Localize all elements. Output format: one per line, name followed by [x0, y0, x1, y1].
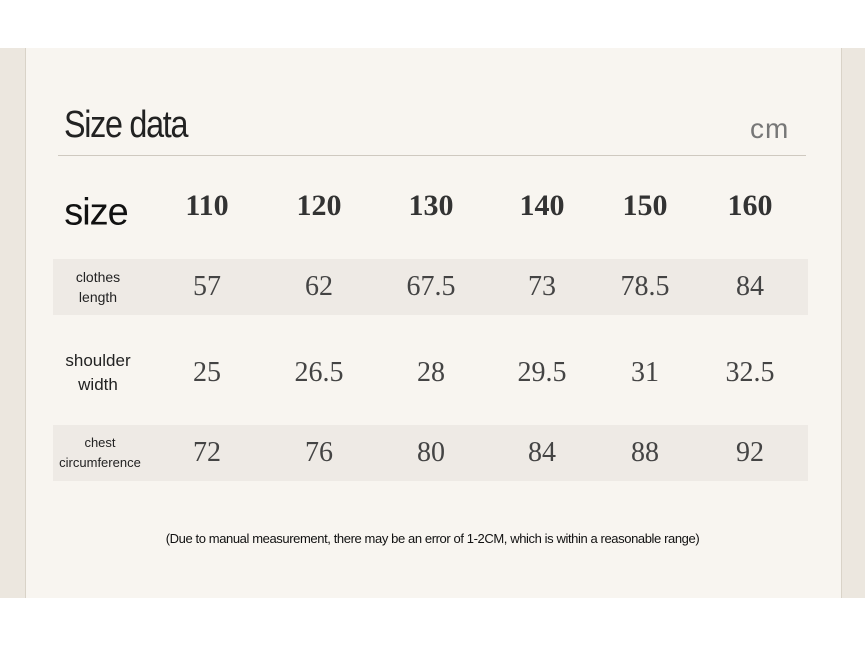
- value: 31: [631, 357, 659, 388]
- row-label: clothes length: [75, 269, 121, 305]
- value: 67.5: [406, 271, 456, 302]
- row-label: chest circumference: [59, 435, 141, 470]
- value: 78.5: [620, 271, 670, 302]
- header-label: size: [64, 191, 129, 234]
- value: 62: [305, 271, 333, 302]
- value: 57: [193, 271, 221, 302]
- header-size: 110: [185, 189, 229, 222]
- value: 80: [417, 437, 445, 468]
- note: (Due to manual measurement, there may be…: [165, 531, 700, 546]
- unit: cm: [750, 113, 790, 144]
- value: 84: [736, 271, 764, 302]
- value: 73: [528, 271, 556, 302]
- title: Size data: [64, 104, 188, 146]
- value: 25: [193, 357, 221, 388]
- header-size: 120: [296, 189, 342, 222]
- row-band: [53, 425, 808, 481]
- value: 28: [417, 357, 445, 388]
- value: 92: [736, 437, 764, 468]
- value: 29.5: [517, 357, 567, 388]
- value: 72: [193, 437, 221, 468]
- row-band: [53, 259, 808, 315]
- value: 76: [305, 437, 333, 468]
- row-label: shoulder width: [65, 351, 131, 394]
- value: 26.5: [294, 357, 344, 388]
- header-size: 160: [727, 189, 773, 222]
- value: 32.5: [725, 357, 775, 388]
- divider: [58, 155, 806, 156]
- header-size: 140: [519, 189, 565, 222]
- header-size: 150: [622, 189, 668, 222]
- value: 84: [528, 437, 556, 468]
- value: 88: [631, 437, 659, 468]
- card: [25, 48, 842, 598]
- header-size: 130: [408, 189, 454, 222]
